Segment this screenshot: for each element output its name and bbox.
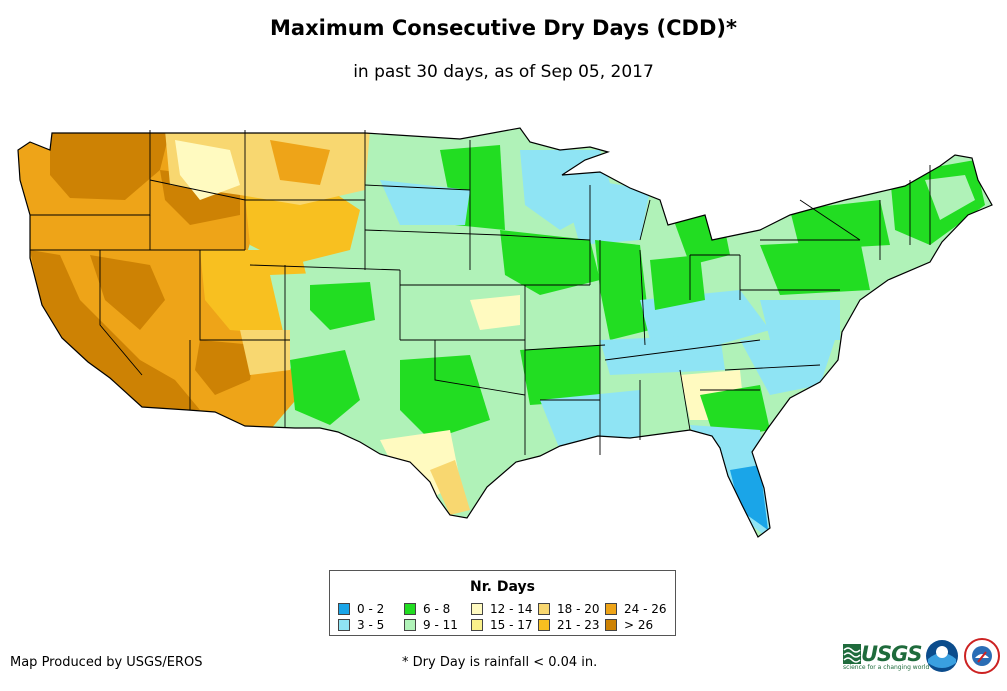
legend-label: 9 - 11 — [423, 618, 458, 632]
zone-arizona-over-26 — [195, 340, 255, 395]
agency-logos: USGS science for a changing world — [843, 638, 1003, 674]
legend-label: > 26 — [624, 618, 654, 632]
zone-carolinas-3-5 — [740, 340, 835, 395]
zone-georgia-6-8 — [700, 385, 770, 440]
legend-label: 18 - 20 — [557, 602, 600, 616]
legend-label: 0 - 2 — [357, 602, 385, 616]
credit-text: Map Produced by USGS/EROS — [10, 655, 203, 670]
legend-label: 21 - 23 — [557, 618, 600, 632]
legend-swatch — [538, 619, 550, 631]
zone-nevada-over-26 — [90, 255, 165, 330]
zone-pennsylvania-6-8 — [760, 240, 870, 295]
usgs-wave-icon — [843, 644, 861, 664]
usgs-logo: USGS — [861, 642, 923, 666]
legend-item: 21 - 23 — [538, 618, 600, 632]
state-boundaries — [30, 130, 931, 455]
legend-label: 3 - 5 — [357, 618, 385, 632]
us-dry-days-map — [17, 127, 993, 538]
legend-item: 9 - 11 — [404, 618, 458, 632]
zone-tennessee-3-5 — [600, 335, 725, 375]
zone-south-texas-18-20 — [430, 460, 470, 515]
zone-indiana-6-8 — [650, 255, 705, 310]
zone-california-over-26 — [30, 250, 200, 410]
legend-title: Nr. Days — [470, 579, 535, 595]
legend-item: 18 - 20 — [538, 602, 600, 616]
zone-illinois-6-8 — [595, 240, 650, 340]
zone-colorado-6-8 — [310, 282, 375, 330]
legend-swatch — [605, 603, 617, 615]
legend-item: 24 - 26 — [605, 602, 667, 616]
legend-item: 6 - 8 — [404, 602, 450, 616]
zone-new-england-9-11 — [925, 175, 975, 220]
legend-item: > 26 — [605, 618, 653, 632]
zone-oklahoma-texas-6-8 — [400, 355, 490, 440]
legend-swatch — [471, 619, 483, 631]
legend-label: 12 - 14 — [490, 602, 533, 616]
legend-item: 12 - 14 — [471, 602, 533, 616]
zone-montana-24-26 — [270, 140, 330, 185]
zone-kansas-12-14 — [470, 295, 520, 330]
legend-swatch — [605, 619, 617, 631]
zone-four-corners-18-20 — [240, 330, 290, 375]
legend-label: 24 - 26 — [624, 602, 667, 616]
legend-item: 3 - 5 — [338, 618, 384, 632]
legend-item: 0 - 2 — [338, 602, 384, 616]
map-subtitle: in past 30 days, as of Sep 05, 2017 — [353, 62, 654, 82]
legend: Nr. Days 0 - 2 3 - 5 6 - 8 9 - 11 12 - 1… — [329, 570, 676, 636]
legend-label: 6 - 8 — [423, 602, 451, 616]
dry-day-note: * Dry Day is rainfall < 0.04 in. — [402, 655, 598, 670]
nws-logo-icon — [964, 638, 1000, 674]
zone-iowa-6-8 — [500, 230, 600, 295]
legend-swatch — [404, 603, 416, 615]
zone-virginia-3-5 — [760, 300, 840, 340]
legend-swatch — [538, 603, 550, 615]
zone-new-york-6-8 — [790, 200, 890, 250]
legend-swatch — [404, 619, 416, 631]
zone-wyoming-21-23 — [245, 190, 360, 265]
legend-swatch — [338, 603, 350, 615]
zone-new-mexico-6-8 — [290, 350, 360, 425]
zone-florida-0-2 — [730, 465, 768, 530]
legend-label: 15 - 17 — [490, 618, 533, 632]
legend-item: 15 - 17 — [471, 618, 533, 632]
legend-swatch — [338, 619, 350, 631]
zone-northwest-over-26 — [50, 130, 170, 200]
zone-south-dakota-3-5 — [380, 180, 470, 225]
zone-arkansas-6-8 — [520, 345, 600, 405]
map-title: Maximum Consecutive Dry Days (CDD)* — [270, 16, 737, 40]
zone-montana-12-14 — [175, 140, 240, 200]
noaa-logo-icon — [926, 640, 958, 672]
zone-wisconsin-3-5 — [560, 175, 650, 245]
usgs-tagline: science for a changing world — [843, 664, 930, 671]
legend-swatch — [471, 603, 483, 615]
